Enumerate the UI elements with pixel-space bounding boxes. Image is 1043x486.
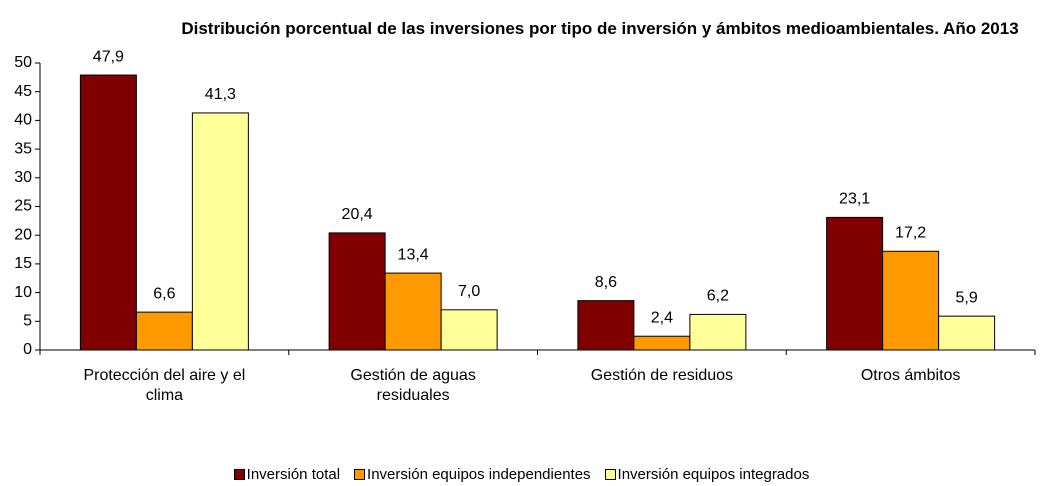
legend-item: Inversión total [233,466,341,483]
y-tick-label: 45 [14,83,32,100]
bar [633,335,691,351]
value-label: 13,4 [398,246,429,263]
chart-title: Distribución porcentual de las inversion… [181,19,1019,38]
bar [882,250,940,351]
legend-label: Inversión equipos integrados [617,466,810,483]
x-tick-label: Gestión de residuos [590,367,734,384]
legend-swatch [354,469,366,480]
legend-swatch [604,469,616,480]
y-tick-label: 20 [14,226,32,243]
bar [191,112,249,351]
value-label: 7,0 [458,283,480,300]
bar [826,216,884,351]
legend: Inversión total Inversión equipos indepen… [0,466,1043,483]
bar [79,74,137,351]
y-tick-label: 10 [14,284,32,301]
bar [689,313,747,351]
bar [938,315,996,351]
value-label: 41,3 [205,86,236,103]
legend-item: Inversión equipos independientes [354,466,591,483]
x-tick-label: Otros ámbitos [860,367,961,384]
legend-swatch [233,469,245,480]
y-tick-label: 5 [23,313,32,330]
y-tick-label: 35 [14,140,32,157]
bar [440,309,498,351]
value-label: 47,9 [93,48,124,65]
bar [577,300,635,351]
value-label: 23,1 [839,191,870,208]
bar [328,232,386,351]
y-tick-label: 15 [14,255,32,272]
value-label: 2,4 [651,309,673,326]
value-label: 6,6 [153,285,175,302]
value-label: 6,2 [707,288,729,305]
y-tick-label: 25 [14,198,32,215]
value-label: 5,9 [956,289,978,306]
y-tick-label: 0 [23,341,32,358]
legend-item: Inversión equipos integrados [604,466,810,483]
legend-label: Inversión equipos independientes [367,466,591,483]
legend-label: Inversión total [246,466,341,483]
y-tick-label: 30 [14,169,32,186]
y-tick-label: 50 [14,54,32,71]
bar [384,272,442,351]
x-tick-label: Protección del aire y el clima [83,367,246,404]
y-tick-label: 40 [14,112,32,129]
value-label: 17,2 [895,224,926,241]
value-label: 8,6 [595,274,617,291]
bar [135,311,193,351]
value-label: 20,4 [342,206,373,223]
x-tick-label: Gestión de aguas residuales [350,367,476,404]
